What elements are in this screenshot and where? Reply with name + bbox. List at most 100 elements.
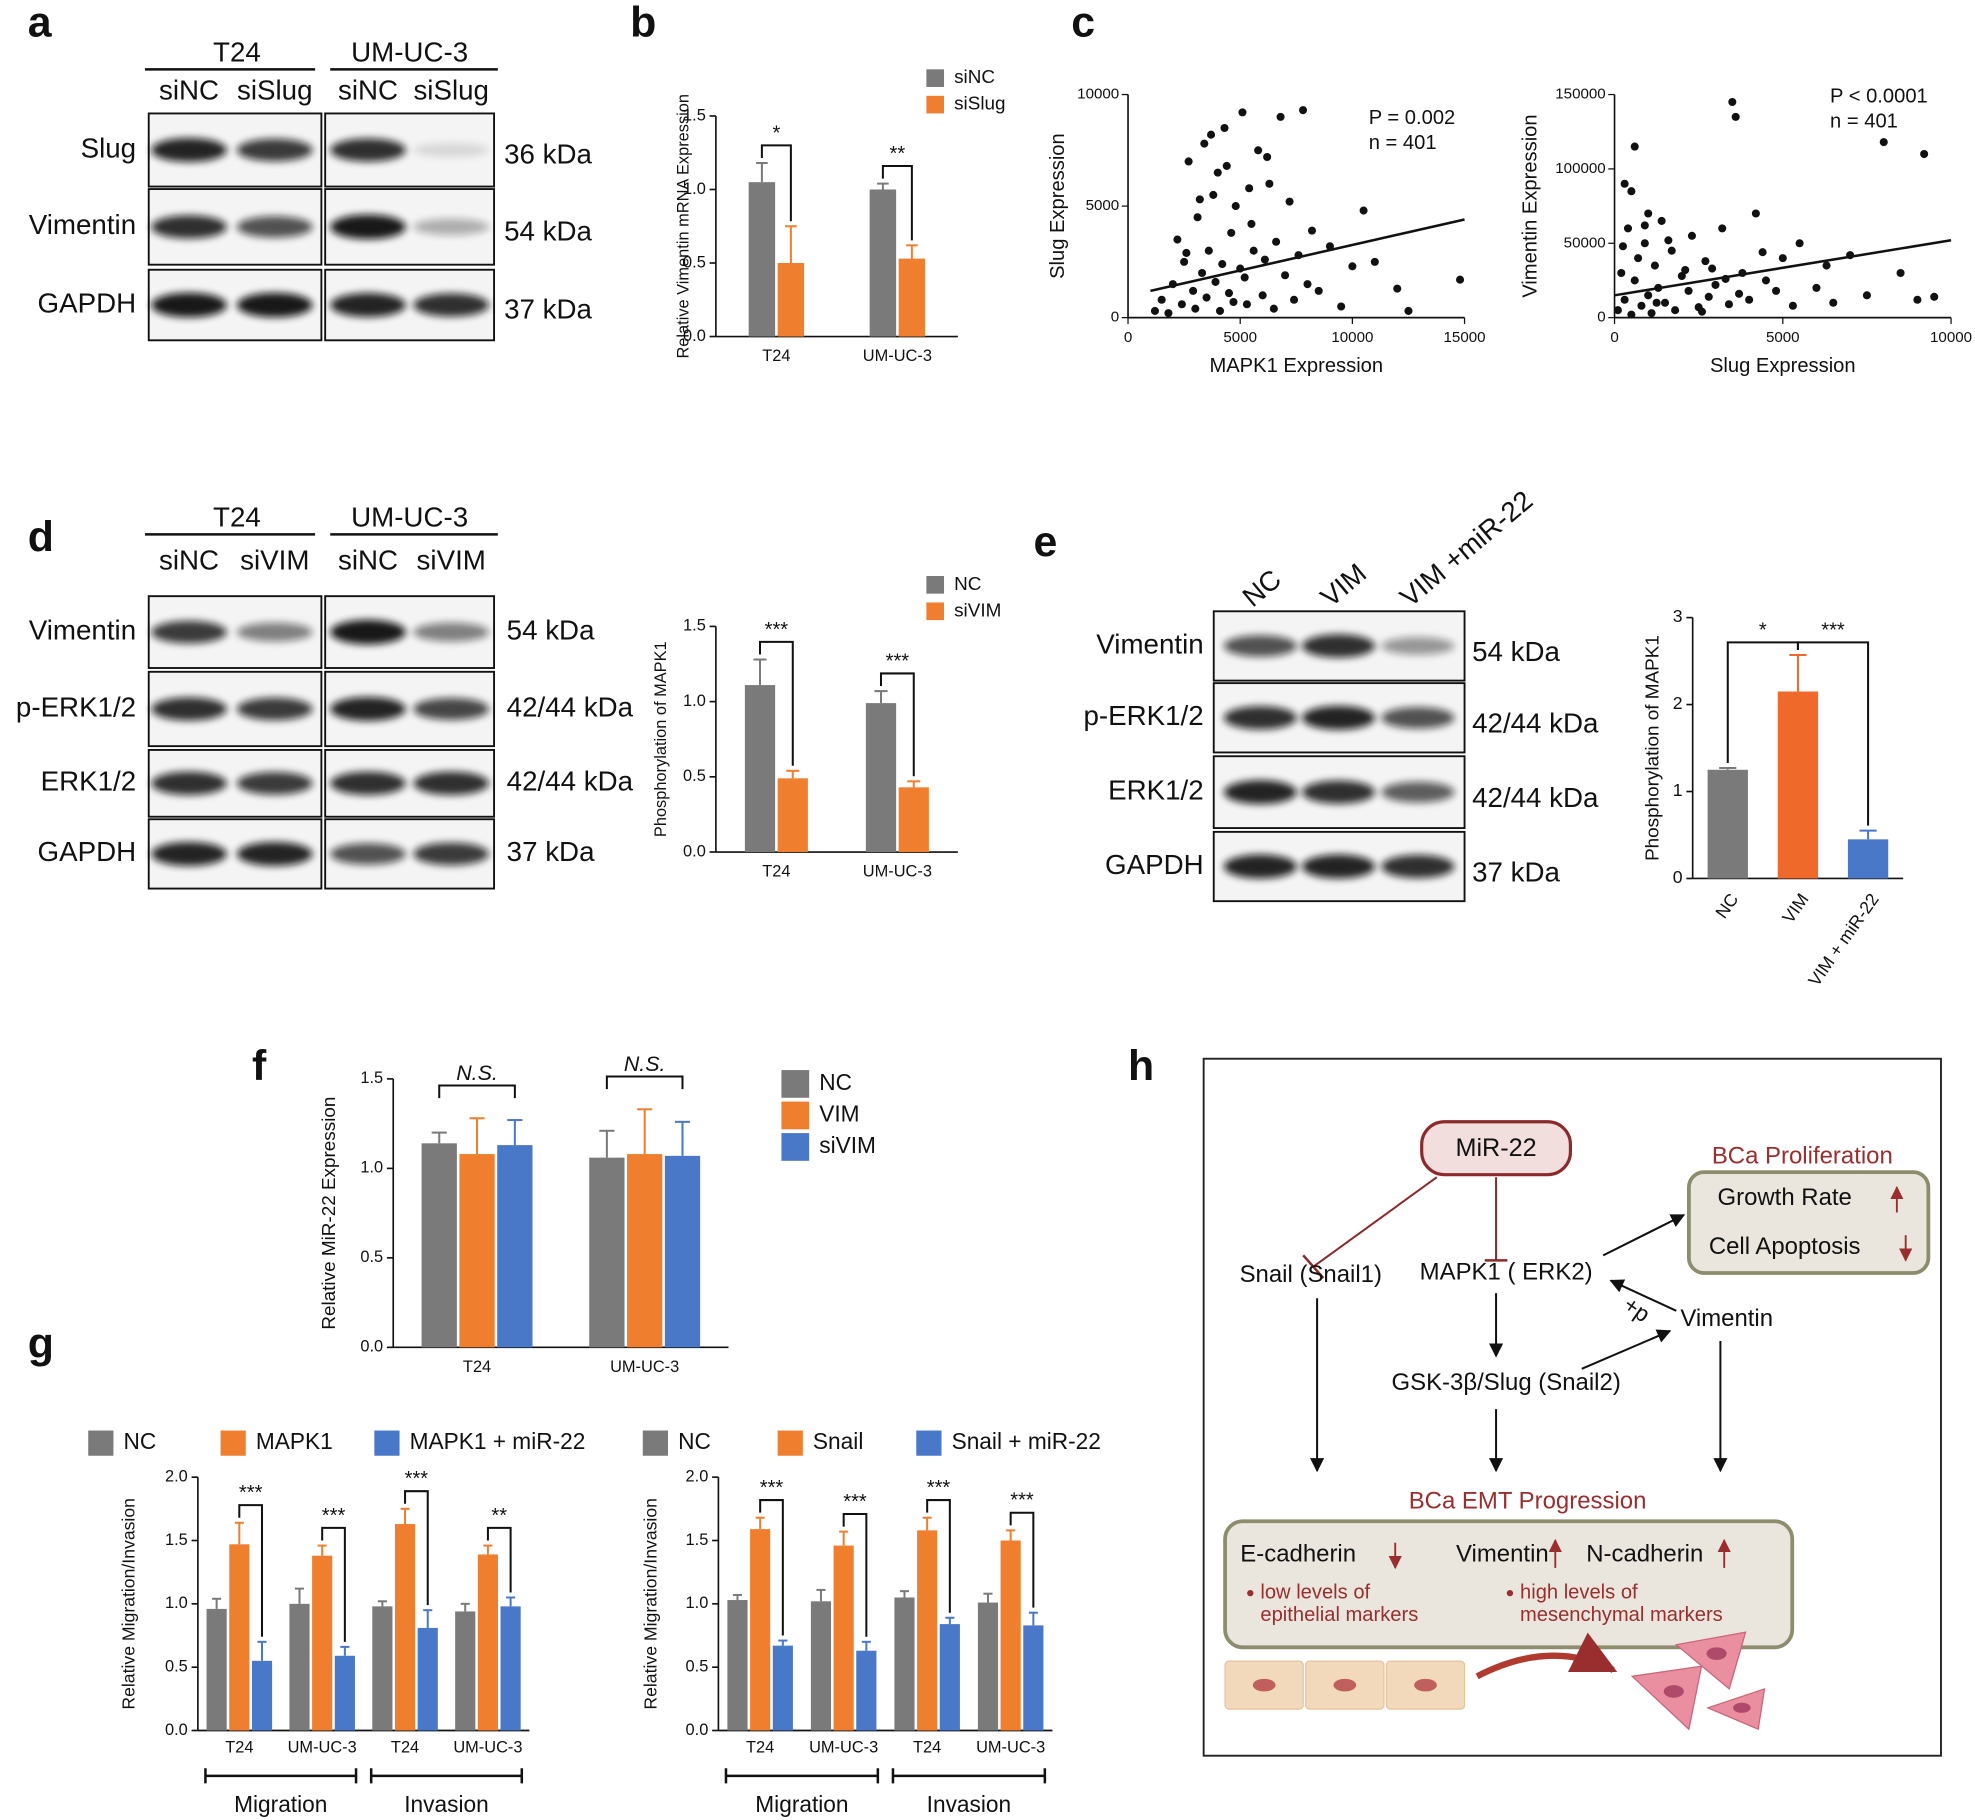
x-tick-label: UM-UC-3	[610, 1358, 679, 1376]
blot-band	[1381, 707, 1455, 729]
point	[1795, 239, 1804, 248]
point	[1290, 295, 1299, 304]
significance-bracket	[881, 164, 913, 241]
point	[1634, 254, 1643, 263]
size-label: 37 kDa	[507, 836, 595, 867]
group-label: Invasion	[404, 1791, 488, 1817]
point	[1930, 292, 1939, 301]
legend-label: siSlug	[954, 94, 1005, 115]
bar	[865, 703, 897, 853]
bar	[917, 1530, 938, 1731]
y-axis-label: Relative Migration/Invasion	[118, 1498, 138, 1710]
y-tick-label: 3	[1673, 606, 1683, 626]
x-tick-label: 0	[1610, 329, 1618, 346]
y-tick-label: 50000	[1564, 234, 1606, 251]
bar	[334, 1655, 355, 1731]
significance-label: ***	[405, 1468, 429, 1490]
blot-band	[413, 142, 490, 158]
y-tick-label: 10000	[1077, 86, 1119, 103]
point	[1671, 306, 1680, 315]
point	[1173, 235, 1182, 244]
point	[1184, 157, 1193, 166]
bar	[744, 685, 776, 853]
note: low levels of	[1260, 1581, 1370, 1603]
point	[1862, 291, 1871, 300]
point	[1218, 260, 1227, 269]
size-label: 54 kDa	[1472, 636, 1560, 667]
bar	[477, 1554, 499, 1731]
legend-swatch	[926, 576, 945, 594]
x-tick-label: UM-UC-3	[288, 1738, 357, 1756]
x-tick-label: T24	[463, 1358, 491, 1376]
point	[1657, 216, 1666, 225]
x-tick-label: VIM + miR-22	[1804, 890, 1882, 990]
y-tick-label: 1.5	[165, 1531, 188, 1549]
blot-band	[1301, 705, 1376, 730]
x-tick-label: T24	[225, 1738, 253, 1756]
x-tick-label: 10000	[1930, 329, 1972, 346]
protein-label: ERK1/2	[41, 766, 137, 797]
blot-band	[151, 841, 227, 866]
point	[1630, 276, 1639, 285]
annotation: P < 0.0001	[1830, 85, 1928, 107]
x-tick-label: 10000	[1331, 329, 1373, 346]
blot-band	[330, 696, 406, 721]
emt-box	[1223, 1519, 1795, 1650]
point	[1404, 306, 1413, 315]
blot-band	[151, 292, 227, 318]
point	[1708, 264, 1717, 273]
point	[1348, 262, 1357, 271]
significance-bracket	[486, 1526, 512, 1593]
bar	[833, 1545, 854, 1731]
legend-label: NC	[954, 574, 981, 595]
point	[1618, 242, 1627, 251]
bar	[777, 263, 805, 337]
bar	[777, 778, 808, 853]
blot-band	[1301, 854, 1376, 879]
lane-label: siSlug	[237, 74, 312, 105]
point	[1617, 268, 1626, 278]
point	[1731, 112, 1740, 121]
y-tick-label: 1.0	[686, 1594, 709, 1612]
point	[1667, 246, 1676, 255]
y-tick-label: 2.0	[686, 1467, 709, 1485]
size-label: 37 kDa	[1472, 856, 1560, 887]
point	[1249, 246, 1258, 255]
blot-band	[1381, 637, 1455, 655]
point	[1627, 187, 1636, 196]
panel-label: e	[1034, 518, 1058, 566]
point	[1193, 213, 1202, 222]
y-tick-label: 5000	[1086, 197, 1120, 214]
significance-label: **	[890, 143, 906, 165]
legend-label: siVIM	[819, 1132, 876, 1158]
blot-band	[1381, 781, 1455, 803]
significance-label: ***	[322, 1505, 346, 1527]
group-rule	[891, 1768, 1047, 1784]
significance-bracket	[760, 144, 792, 222]
size-label: 54 kDa	[507, 614, 595, 645]
panel-label: c	[1071, 0, 1095, 47]
legend-label: siVIM	[954, 600, 1001, 621]
y-tick-label: 0.5	[686, 1657, 709, 1675]
bar	[750, 1529, 771, 1731]
y-tick-label: 0.0	[686, 1721, 709, 1739]
inhibit-bar	[1302, 1254, 1325, 1279]
point	[1728, 97, 1737, 107]
blot-band	[151, 697, 227, 721]
blot-band	[236, 697, 313, 721]
lane-label: siNC	[159, 544, 219, 575]
point	[1637, 301, 1646, 310]
bar	[627, 1154, 663, 1348]
point	[1150, 306, 1159, 315]
note: epithelial markers	[1260, 1604, 1418, 1626]
protein-label: GAPDH	[1105, 849, 1204, 880]
y-axis-label: Relative Vimentin mRNA Expression	[675, 94, 693, 359]
x-tick-label: UM-UC-3	[809, 1738, 878, 1756]
y-tick-label: 2	[1673, 693, 1683, 713]
point	[1812, 283, 1821, 292]
annotation: P = 0.002	[1369, 107, 1456, 129]
blot-band	[330, 214, 406, 240]
panel-label: b	[630, 0, 656, 47]
legend-label: NC	[678, 1428, 711, 1454]
